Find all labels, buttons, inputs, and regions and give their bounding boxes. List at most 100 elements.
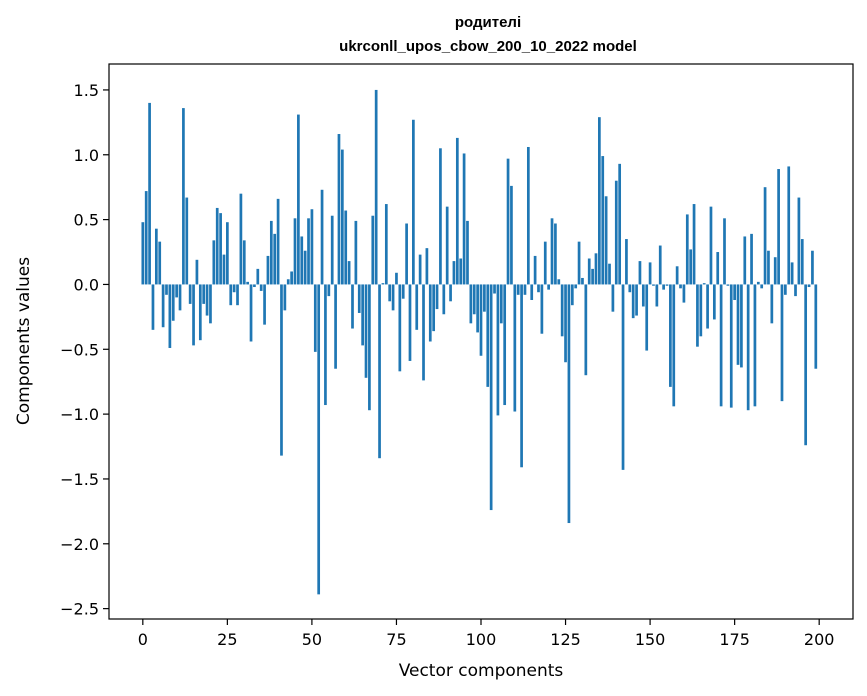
bar-163 [692, 204, 696, 285]
bar-71 [381, 283, 385, 285]
bar-99 [476, 284, 479, 333]
bar-197 [807, 284, 811, 288]
bar-40 [276, 198, 280, 285]
bar-184 [763, 187, 767, 285]
bar-62 [351, 284, 354, 329]
bar-95 [462, 153, 466, 285]
bar-46 [297, 114, 300, 285]
bar-147 [638, 261, 642, 285]
bar-175 [733, 284, 736, 300]
bar-170 [716, 252, 720, 285]
bar-58 [337, 134, 341, 285]
bar-29 [239, 193, 243, 285]
bar-169 [712, 284, 716, 320]
bar-102 [486, 284, 490, 387]
bar-172 [723, 218, 726, 285]
x-axis-ticks: 0 25 50 75 100 125 150 175 200 [138, 619, 834, 649]
bar-156 [669, 284, 672, 387]
x-tick-label: 100 [466, 630, 497, 649]
bar-16 [195, 259, 199, 285]
bar-89 [442, 284, 446, 315]
bar-37 [266, 255, 270, 285]
bar-160 [682, 284, 686, 303]
bar-139 [611, 284, 615, 312]
bar-33 [253, 284, 256, 288]
x-tick-label: 75 [386, 630, 406, 649]
bars-group [141, 89, 818, 595]
bar-83 [422, 284, 425, 381]
bar-145 [631, 284, 635, 319]
bar-165 [699, 284, 703, 337]
bar-22 [215, 207, 219, 285]
bar-151 [652, 284, 655, 286]
bar-150 [648, 262, 652, 285]
bar-92 [452, 261, 456, 285]
bar-141 [618, 163, 622, 285]
chart-title-line-1: родителі [455, 14, 521, 31]
bar-191 [787, 166, 791, 285]
bar-192 [790, 262, 794, 285]
bar-186 [770, 284, 774, 324]
bar-41 [280, 284, 283, 456]
bar-93 [455, 137, 459, 285]
bar-178 [743, 236, 747, 285]
bar-155 [665, 284, 669, 286]
bar-122 [554, 223, 557, 285]
bar-78 [405, 223, 408, 285]
bar-48 [303, 250, 307, 285]
bar-23 [219, 213, 222, 285]
bar-74 [391, 284, 395, 311]
x-tick-label: 50 [302, 630, 322, 649]
bar-127 [570, 284, 574, 306]
bar-59 [340, 149, 344, 285]
bar-3 [151, 284, 155, 330]
bar-63 [354, 220, 358, 285]
bar-4 [154, 228, 158, 285]
bar-57 [334, 284, 337, 369]
bar-121 [550, 218, 554, 285]
bar-65 [361, 284, 364, 346]
bar-193 [794, 284, 797, 297]
bar-107 [503, 284, 507, 406]
bar-129 [577, 241, 581, 285]
bar-161 [685, 214, 689, 285]
bar-98 [472, 284, 476, 315]
bar-177 [740, 284, 743, 368]
bar-85 [428, 284, 432, 342]
bar-142 [621, 284, 625, 470]
bar-173 [726, 284, 730, 286]
bar-27 [232, 284, 236, 293]
bar-52 [317, 284, 321, 595]
bar-76 [398, 284, 402, 372]
bar-149 [645, 284, 649, 351]
bar-111 [516, 284, 520, 295]
bar-179 [746, 284, 750, 411]
y-tick-label: 0.0 [74, 275, 99, 294]
bar-144 [628, 284, 632, 293]
y-axis-label: Components values [14, 257, 34, 425]
bar-13 [185, 197, 189, 285]
bar-124 [560, 284, 564, 337]
y-tick-label: 1.5 [74, 81, 99, 100]
bar-86 [432, 284, 436, 332]
y-tick-label: −0.5 [60, 340, 99, 359]
bar-32 [249, 284, 253, 342]
bar-70 [378, 284, 381, 459]
bar-118 [540, 284, 544, 334]
bar-110 [513, 284, 517, 412]
bar-34 [256, 268, 260, 285]
bar-148 [641, 284, 645, 307]
bar-11 [178, 284, 182, 311]
bar-180 [750, 233, 753, 285]
bar-195 [800, 239, 804, 285]
y-tick-label: −1.5 [60, 470, 99, 489]
bar-97 [469, 284, 473, 324]
bar-64 [357, 284, 361, 313]
bar-26 [229, 284, 233, 306]
bar-96 [466, 220, 469, 285]
bar-45 [293, 218, 297, 285]
bar-143 [625, 239, 628, 285]
bar-38 [269, 220, 273, 285]
bar-101 [483, 284, 486, 312]
